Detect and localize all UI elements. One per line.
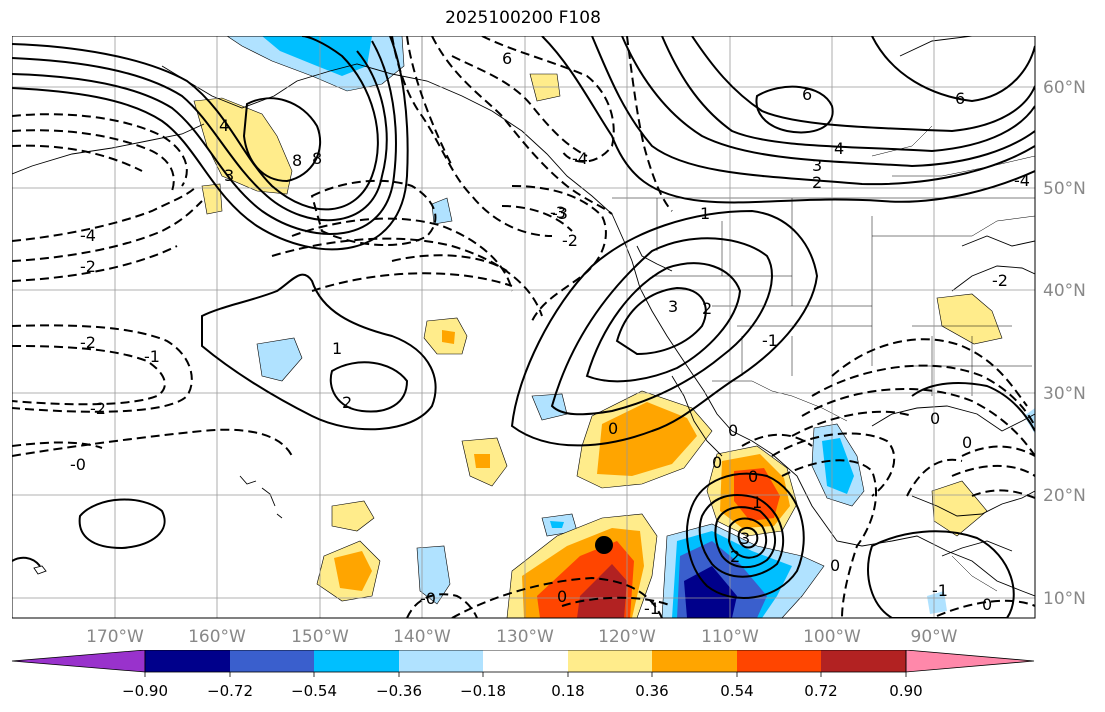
colorbar-extend-low: [11, 650, 146, 673]
contour-label: -3: [550, 203, 566, 222]
contour-label: 0: [930, 409, 940, 428]
anomaly-fill-regions: [193, 36, 1035, 618]
storm-center-marker: [595, 536, 613, 554]
contour-label: 8: [312, 149, 322, 168]
contour-label: 4: [219, 116, 229, 135]
contour-label: -2: [992, 271, 1008, 290]
colorbar-tick-label: −0.54: [291, 682, 337, 700]
contour-label: 0: [962, 433, 972, 452]
contour-label: 1: [752, 493, 762, 512]
gridlines: [12, 36, 1035, 618]
contour-label: 4: [834, 139, 844, 158]
lat-label: 30°N: [1043, 384, 1086, 404]
contour-label: -2: [80, 257, 96, 276]
colorbar-segment: [145, 650, 230, 672]
contour-label: 3: [224, 166, 234, 185]
colorbar: −0.90 −0.72 −0.54 −0.36 −0.18 0.18 0.36 …: [11, 650, 1035, 700]
colorbar-segment: [483, 650, 568, 672]
contour-label: -4: [80, 226, 96, 245]
colorbar-segment: [568, 650, 652, 672]
contour-label: 0: [608, 419, 618, 438]
contour-label: 0: [830, 556, 840, 575]
contour-label: 0: [982, 595, 992, 614]
contour-label: 2: [342, 393, 352, 412]
colorbar-tick-label: −0.18: [460, 682, 506, 700]
contour-label: -4: [572, 149, 588, 168]
contour-label: -1: [762, 331, 778, 350]
contour-label: 6: [802, 85, 812, 104]
contour-label: -3: [552, 204, 568, 223]
colorbar-segment: [821, 650, 906, 672]
contour-label: -1: [644, 599, 660, 618]
colorbar-tick-label: 0.36: [635, 682, 668, 700]
map-frame: [12, 36, 1036, 619]
lon-label: 140°W: [393, 627, 451, 647]
colorbar-tick-label: −0.90: [122, 682, 168, 700]
lon-label: 170°W: [86, 627, 144, 647]
contour-label: -2: [562, 231, 578, 250]
map-title: 2025100200 F108: [445, 8, 601, 28]
contour-label: 0: [557, 587, 567, 606]
colorbar-tick-label: −0.72: [207, 682, 253, 700]
colorbar-segment: [737, 650, 821, 672]
contour-label: 2: [812, 173, 822, 192]
positive-anomaly-northwest: [193, 97, 293, 195]
lon-label: 100°W: [803, 627, 861, 647]
lat-label: 20°N: [1043, 486, 1086, 506]
lat-label: 60°N: [1043, 78, 1086, 98]
positive-contours: [12, 36, 1035, 618]
colorbar-tick-label: 0.18: [551, 682, 584, 700]
contour-label: 1: [700, 204, 710, 223]
contour-label-group: 6 4 8 3 -3 6 4 3 2 -4 -2 -2 -1 -2 -0 1 2…: [70, 49, 1030, 618]
contour-label: 2: [730, 547, 740, 566]
negative-contours: [12, 36, 1035, 618]
lon-label: 160°W: [188, 627, 246, 647]
contour-label: 1: [332, 339, 342, 358]
contour-label: -4: [1014, 171, 1030, 190]
coastlines: [12, 36, 1035, 597]
contour-label: 6: [502, 49, 512, 68]
lat-label: 40°N: [1043, 281, 1086, 301]
lon-label: 150°W: [291, 627, 349, 647]
contour-label: -0: [420, 589, 436, 608]
colorbar-extend-high: [905, 650, 1035, 673]
weather-map: 6 4 8 3 -3 6 4 3 2 -4 -2 -2 -1 -2 -0 1 2…: [12, 36, 1086, 619]
lat-label: 50°N: [1043, 179, 1086, 199]
contour-label: -2: [80, 333, 96, 352]
colorbar-tick-label: −0.36: [376, 682, 422, 700]
contour-label: -0: [70, 455, 86, 474]
lat-label: 10°N: [1043, 589, 1086, 609]
colorbar-segment: [230, 650, 314, 672]
contour-label: 3: [668, 297, 678, 316]
lon-label: 120°W: [598, 627, 656, 647]
colorbar-tick-label: 0.72: [804, 682, 837, 700]
longitude-axis: 170°W 160°W 150°W 140°W 130°W 120°W 110°…: [86, 627, 958, 647]
colorbar-segment: [314, 650, 399, 672]
contour-label: 0: [728, 421, 738, 440]
colorbar-tick-label: 0.90: [889, 682, 922, 700]
contour-label: 3: [812, 156, 822, 175]
lon-label: 110°W: [701, 627, 759, 647]
contour-label: 0: [712, 453, 722, 472]
colorbar-segment: [652, 650, 737, 672]
contour-label: 2: [702, 299, 712, 318]
contour-label: -1: [144, 347, 160, 366]
contour-label: -2: [90, 399, 106, 418]
colorbar-tick-label: 0.54: [720, 682, 753, 700]
contour-label: 0: [748, 467, 758, 486]
lon-label: 90°W: [911, 627, 958, 647]
contour-label: -1: [932, 581, 948, 600]
latitude-labels: 60°N 50°N 40°N 30°N 20°N 10°N: [1043, 78, 1086, 609]
contour-label: 8: [292, 151, 302, 170]
contour-label: 6: [955, 89, 965, 108]
colorbar-segment: [399, 650, 483, 672]
lon-label: 130°W: [496, 627, 554, 647]
contour-label: 3: [740, 529, 750, 548]
